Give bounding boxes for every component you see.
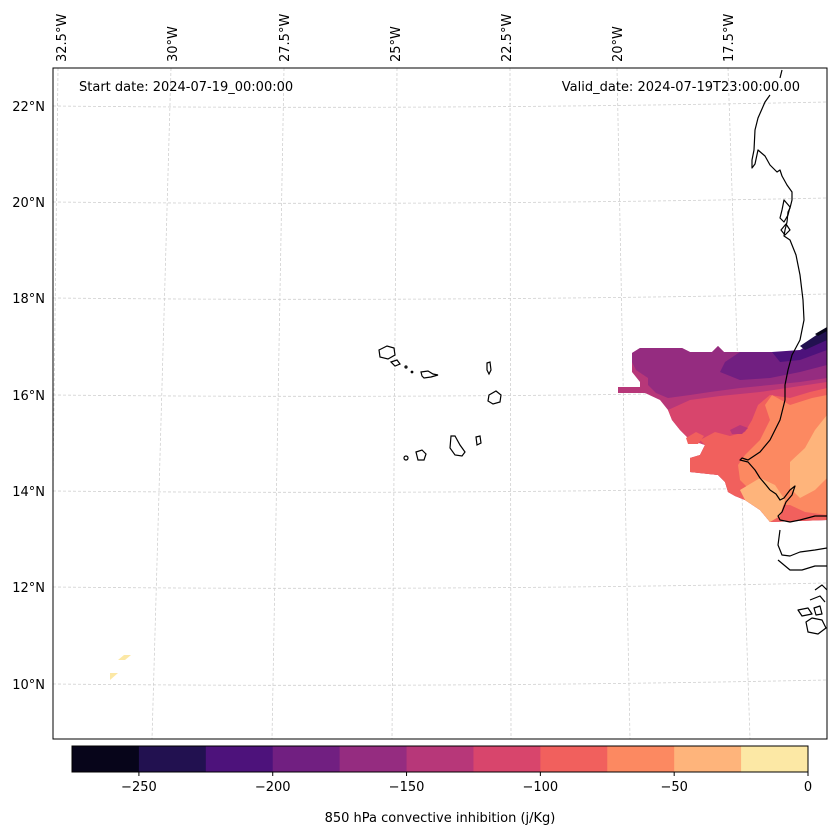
island-sal <box>486 361 492 376</box>
coastline-guinea-bissau <box>777 529 827 635</box>
longitude-tick-label: 32.5°W <box>55 14 70 62</box>
colorbar-tick-label: 0 <box>804 780 812 795</box>
island-branco <box>410 370 414 374</box>
longitude-tick-label: 27.5°W <box>278 14 293 62</box>
colorbar-segment <box>741 746 809 772</box>
cin-contour-fill <box>686 432 704 444</box>
colorbar-segment <box>72 746 140 772</box>
latitude-gridline <box>53 293 827 300</box>
longitude-gridline <box>509 68 512 739</box>
cin-contour-fill <box>740 478 785 522</box>
coastline-islands-dakar <box>779 199 791 236</box>
longitude-tick-label: 30°W <box>166 26 181 62</box>
gridlines <box>53 68 827 739</box>
cin-contour-fill <box>720 338 827 380</box>
island-sao-nicolau <box>420 370 439 379</box>
island-santiago <box>449 435 466 457</box>
coastline-mauritania-senegal <box>739 69 805 491</box>
coastlines <box>739 69 827 635</box>
latitude-tick-label: 22°N <box>12 100 45 115</box>
island-boa-vista <box>487 390 502 405</box>
colorbar-segment <box>674 746 742 772</box>
colorbar-tick-label: −50 <box>660 780 687 795</box>
colorbar-tick-label: −200 <box>255 780 291 795</box>
longitude-labels: 32.5°W 30°W 27.5°W 25°W 22.5°W 20°W 17.5°W <box>55 14 737 62</box>
colorbar-segment <box>406 746 474 772</box>
latitude-gridline <box>53 197 827 204</box>
colorbar: −250 −200 −150 −100 −50 0 <box>71 745 812 795</box>
longitude-gridline <box>271 68 285 739</box>
longitude-tick-label: 20°W <box>611 26 626 62</box>
island-santa-luzia <box>404 365 408 369</box>
latitude-tick-label: 10°N <box>12 678 45 693</box>
latitude-tick-label: 18°N <box>12 292 45 307</box>
longitude-gridline <box>53 68 59 521</box>
longitude-tick-label: 22.5°W <box>500 14 515 62</box>
island-fogo <box>415 449 427 461</box>
valid-date-label: Valid_date: 2024-07-19T23:00:00.00 <box>562 80 800 95</box>
colorbar-segment <box>339 746 408 772</box>
cin-contour-fill <box>118 655 131 660</box>
island-brava <box>403 455 409 461</box>
latitude-gridline <box>53 582 827 589</box>
latitude-gridline <box>53 390 827 397</box>
colorbar-label: 850 hPa convective inhibition (j/Kg) <box>325 811 556 826</box>
longitude-gridline <box>391 68 398 739</box>
colorbar-tick-label: −250 <box>121 780 157 795</box>
colorbar-segment <box>540 746 608 772</box>
latitude-gridline <box>53 486 827 493</box>
cape-verde-islands <box>378 345 502 461</box>
longitude-tick-label: 25°W <box>389 26 404 62</box>
colorbar-segment <box>272 746 341 772</box>
latitude-tick-label: 12°N <box>12 581 45 596</box>
colorbar-segment <box>205 746 274 772</box>
map-frame <box>52 67 828 740</box>
cin-contour-fill <box>790 415 827 498</box>
latitude-labels: 22°N 20°N 18°N 16°N 14°N 12°N 10°N <box>12 100 45 693</box>
cin-contour-fill <box>110 673 118 680</box>
longitude-gridline <box>151 68 172 739</box>
colorbar-tick-label: −150 <box>389 780 425 795</box>
cin-contour-fill <box>772 333 827 362</box>
island-santo-antao <box>378 345 396 360</box>
island-maio <box>475 435 482 446</box>
colorbar-segment <box>473 746 541 772</box>
colorbar-outline <box>71 745 809 773</box>
latitude-tick-label: 20°N <box>12 196 45 211</box>
longitude-gridline <box>616 68 631 739</box>
colorbar-tick-label: −100 <box>523 780 559 795</box>
latitude-tick-label: 16°N <box>12 389 45 404</box>
colorbar-segment <box>138 746 207 772</box>
latitude-tick-label: 14°N <box>12 485 45 500</box>
start-date-label: Start date: 2024-07-19_00:00:00 <box>79 80 293 95</box>
colorbar-segment <box>607 746 675 772</box>
cin-contour-fill <box>730 425 748 434</box>
latitude-gridline <box>53 101 827 108</box>
cin-field <box>110 327 827 680</box>
cin-contour-fill <box>815 327 827 336</box>
coastline-gambia-casamance <box>769 485 827 523</box>
longitude-tick-label: 17.5°W <box>722 14 737 62</box>
island-sao-vicente <box>389 359 401 367</box>
latitude-gridline <box>53 679 827 686</box>
